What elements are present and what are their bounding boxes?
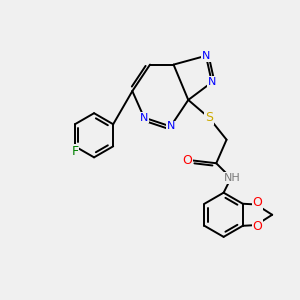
Text: F: F <box>71 145 79 158</box>
Text: N: N <box>208 77 216 87</box>
Text: O: O <box>253 220 262 233</box>
Text: N: N <box>167 122 175 131</box>
Text: O: O <box>182 154 192 167</box>
Text: O: O <box>253 196 262 209</box>
Text: N: N <box>140 112 148 123</box>
Text: S: S <box>205 111 213 124</box>
Text: NH: NH <box>224 173 241 183</box>
Text: N: N <box>202 51 210 61</box>
